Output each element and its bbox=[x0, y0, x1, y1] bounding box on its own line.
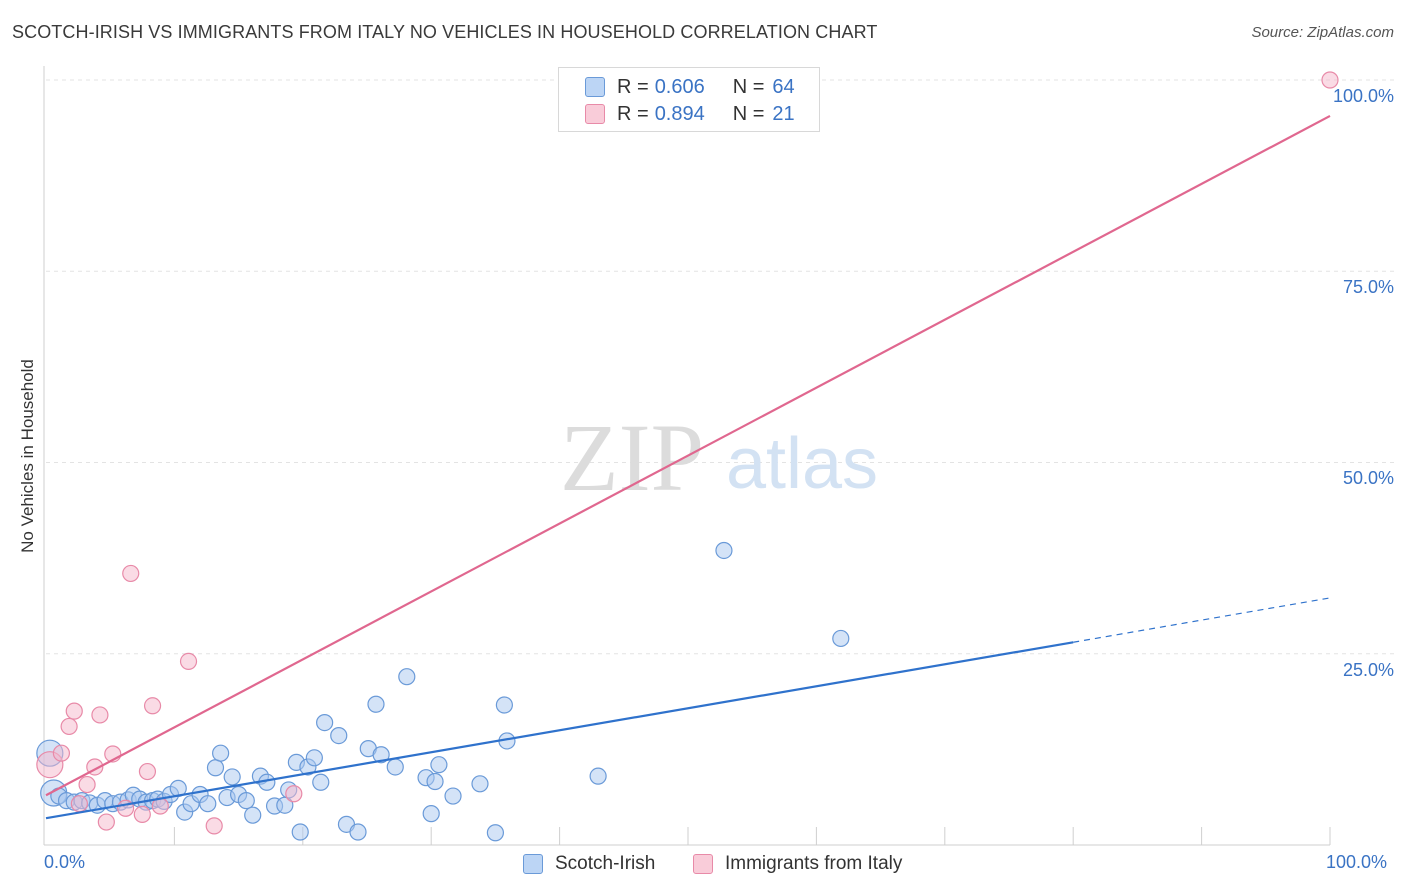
point-scotch-irish bbox=[589, 767, 607, 785]
point-scotch-irish bbox=[244, 806, 262, 824]
point-scotch-irish bbox=[223, 768, 241, 786]
series-legend-italy: Immigrants from Italy bbox=[693, 852, 902, 876]
watermark-atlas: atlas bbox=[726, 424, 878, 504]
point-scotch-irish bbox=[199, 795, 217, 813]
point-italy bbox=[122, 564, 140, 583]
point-scotch-irish bbox=[206, 759, 225, 777]
point-scotch-irish bbox=[305, 749, 323, 767]
point-scotch-irish bbox=[832, 629, 850, 648]
point-scotch-irish bbox=[471, 775, 489, 793]
point-italy bbox=[78, 775, 96, 794]
legend-row-scotch-irish: R = 0.606 N = 64 bbox=[585, 75, 795, 99]
point-scotch-irish bbox=[386, 758, 404, 776]
y-axis-label: No Vehicles in Household bbox=[18, 359, 37, 553]
point-italy bbox=[70, 795, 88, 813]
legend-r-value: 0.606 bbox=[654, 75, 705, 98]
source-credit: Source: ZipAtlas.com bbox=[1251, 24, 1394, 41]
gridlines bbox=[46, 79, 1395, 655]
point-scotch-irish bbox=[316, 713, 334, 732]
series-label-scotch-irish: Scotch-Irish bbox=[555, 853, 656, 874]
point-scotch-irish bbox=[372, 746, 390, 764]
watermark: ZIP atlas bbox=[560, 404, 878, 511]
legend-swatch-blue bbox=[585, 77, 605, 97]
trend-extension-scotch-irish bbox=[1073, 597, 1331, 643]
point-scotch-irish bbox=[237, 792, 255, 810]
legend-r-label: R = bbox=[617, 75, 649, 98]
point-italy bbox=[60, 717, 78, 736]
chart-title: SCOTCH-IRISH VS IMMIGRANTS FROM ITALY NO… bbox=[12, 22, 878, 42]
point-scotch-irish bbox=[426, 772, 444, 791]
point-scotch-irish bbox=[291, 823, 309, 841]
legend-row-italy: R = 0.894 N = 21 bbox=[585, 102, 795, 126]
point-scotch-irish bbox=[367, 695, 385, 713]
trend-line-italy bbox=[45, 114, 1331, 797]
stats-legend: R = 0.606 N = 64 R = 0.894 N = 21 bbox=[558, 67, 820, 132]
x-tick-min: 0.0% bbox=[44, 852, 86, 872]
x-tick-max: 100.0% bbox=[1326, 852, 1388, 872]
point-scotch-irish bbox=[715, 541, 733, 560]
point-italy bbox=[97, 813, 115, 831]
point-scotch-irish bbox=[212, 744, 230, 762]
legend-n-value: 21 bbox=[772, 102, 795, 125]
legend-n-value: 64 bbox=[772, 75, 795, 98]
series-swatch-pink bbox=[693, 854, 713, 874]
legend-r-label: R = bbox=[617, 102, 649, 125]
point-italy bbox=[1321, 71, 1339, 89]
trend-line-scotch-irish bbox=[45, 641, 1074, 820]
point-italy bbox=[138, 762, 157, 781]
legend-r-value: 0.894 bbox=[654, 102, 705, 125]
y-tick-100: 100.0% bbox=[1332, 86, 1394, 106]
point-scotch-irish bbox=[312, 773, 330, 791]
y-tick-50: 50.0% bbox=[1342, 468, 1394, 488]
trend-lines bbox=[45, 114, 1331, 820]
series-legend-scotch-irish: Scotch-Irish bbox=[523, 852, 655, 876]
point-italy bbox=[52, 744, 71, 762]
legend-n-label: N = bbox=[732, 102, 765, 125]
data-points bbox=[36, 71, 1339, 842]
point-scotch-irish bbox=[444, 787, 462, 805]
point-scotch-irish bbox=[349, 823, 367, 841]
point-scotch-irish bbox=[398, 668, 416, 686]
series-label-italy: Immigrants from Italy bbox=[725, 853, 903, 874]
point-italy bbox=[179, 652, 198, 671]
legend-swatch-pink bbox=[585, 104, 605, 124]
y-tick-75: 75.0% bbox=[1342, 277, 1394, 297]
point-italy bbox=[143, 697, 162, 715]
point-italy bbox=[205, 817, 223, 835]
point-italy bbox=[91, 706, 109, 724]
point-italy bbox=[285, 785, 303, 803]
point-scotch-irish bbox=[422, 805, 440, 823]
legend-n-label: N = bbox=[732, 75, 765, 98]
point-italy bbox=[65, 702, 83, 720]
point-italy bbox=[133, 805, 151, 824]
point-scotch-irish bbox=[330, 727, 348, 745]
point-scotch-irish bbox=[486, 824, 504, 842]
point-scotch-irish bbox=[495, 696, 513, 714]
point-scotch-irish bbox=[430, 756, 448, 774]
watermark-zip: ZIP bbox=[560, 404, 704, 511]
series-swatch-blue bbox=[523, 854, 543, 874]
y-tick-25: 25.0% bbox=[1342, 660, 1394, 680]
